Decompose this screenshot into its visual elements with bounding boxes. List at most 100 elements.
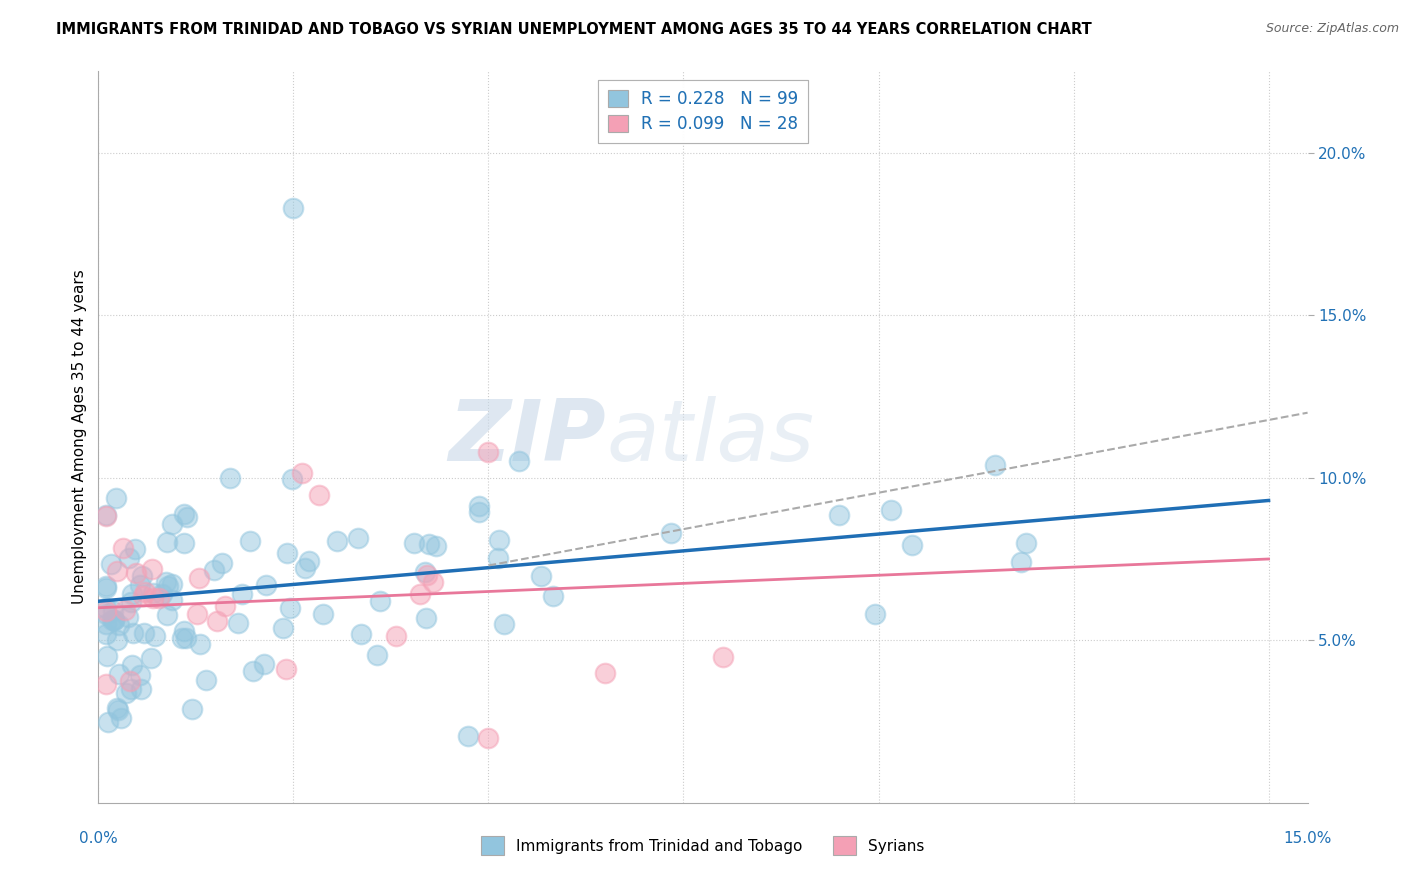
Point <box>467 505 489 519</box>
Y-axis label: Unemployment Among Ages 35 to 44 years: Unemployment Among Ages 35 to 44 years <box>72 269 87 605</box>
Point <box>488 533 510 548</box>
Point <box>96 579 118 593</box>
Point <box>124 541 146 556</box>
Point <box>226 615 249 630</box>
Point <box>659 526 682 541</box>
Point <box>350 626 373 640</box>
Point <box>141 651 163 665</box>
Point <box>108 666 131 681</box>
Point <box>254 578 277 592</box>
Point <box>115 686 138 700</box>
Point <box>187 571 209 585</box>
Text: 15.0%: 15.0% <box>1284 831 1331 846</box>
Point <box>409 587 432 601</box>
Point <box>281 472 304 486</box>
Point <box>156 535 179 549</box>
Point <box>202 563 225 577</box>
Point <box>274 662 297 676</box>
Point <box>180 702 202 716</box>
Point <box>122 625 145 640</box>
Point <box>117 610 139 624</box>
Point <box>105 700 128 714</box>
Point <box>145 630 167 644</box>
Point <box>425 539 447 553</box>
Point <box>402 536 425 550</box>
Point <box>214 599 236 614</box>
Point <box>103 614 125 628</box>
Point <box>162 576 184 591</box>
Point <box>125 566 148 581</box>
Point <box>1010 555 1032 569</box>
Point <box>96 601 118 615</box>
Point <box>195 673 218 687</box>
Point <box>96 604 118 618</box>
Text: 0.0%: 0.0% <box>79 831 118 846</box>
Point <box>863 607 886 621</box>
Point <box>541 589 564 603</box>
Point <box>114 603 136 617</box>
Point <box>477 444 499 458</box>
Point <box>211 556 233 570</box>
Point <box>155 575 177 590</box>
Point <box>488 551 510 566</box>
Point <box>160 517 183 532</box>
Point <box>157 578 180 592</box>
Point <box>129 681 152 696</box>
Point <box>96 508 118 522</box>
Point <box>468 499 491 513</box>
Point <box>96 627 118 641</box>
Point <box>100 557 122 571</box>
Text: IMMIGRANTS FROM TRINIDAD AND TOBAGO VS SYRIAN UNEMPLOYMENT AMONG AGES 35 TO 44 Y: IMMIGRANTS FROM TRINIDAD AND TOBAGO VS S… <box>56 22 1092 37</box>
Point <box>530 569 553 583</box>
Point <box>96 617 118 632</box>
Point <box>96 676 118 690</box>
Point <box>494 617 516 632</box>
Point <box>173 536 195 550</box>
Point <box>156 607 179 622</box>
Point <box>278 600 301 615</box>
Point <box>415 565 437 579</box>
Point <box>477 731 499 745</box>
Point <box>366 648 388 662</box>
Point <box>142 591 165 605</box>
Point <box>131 569 153 583</box>
Point <box>121 658 143 673</box>
Point <box>219 471 242 485</box>
Point <box>595 665 617 680</box>
Point <box>326 533 349 548</box>
Point <box>105 564 128 578</box>
Point <box>108 617 131 632</box>
Point <box>880 503 903 517</box>
Point <box>828 508 851 522</box>
Point <box>239 533 262 548</box>
Point <box>418 537 440 551</box>
Point <box>422 575 444 590</box>
Point <box>172 632 194 646</box>
Point <box>160 593 183 607</box>
Point <box>142 586 165 600</box>
Point <box>134 626 156 640</box>
Point <box>96 649 118 664</box>
Point <box>186 607 208 622</box>
Text: ZIP: ZIP <box>449 395 606 479</box>
Point <box>134 585 156 599</box>
Point <box>104 491 127 506</box>
Legend: R = 0.228   N = 99, R = 0.099   N = 28: R = 0.228 N = 99, R = 0.099 N = 28 <box>598 79 808 143</box>
Point <box>173 624 195 638</box>
Point <box>129 578 152 592</box>
Point <box>901 538 924 552</box>
Point <box>96 581 118 595</box>
Point <box>312 607 335 621</box>
Point <box>1015 536 1038 550</box>
Point <box>231 586 253 600</box>
Point <box>508 454 530 468</box>
Point <box>252 657 274 671</box>
Point <box>188 637 211 651</box>
Point <box>984 458 1007 473</box>
Point <box>385 630 408 644</box>
Point <box>103 614 125 628</box>
Text: atlas: atlas <box>606 395 814 479</box>
Point <box>118 673 141 688</box>
Point <box>107 703 129 717</box>
Point <box>298 554 321 568</box>
